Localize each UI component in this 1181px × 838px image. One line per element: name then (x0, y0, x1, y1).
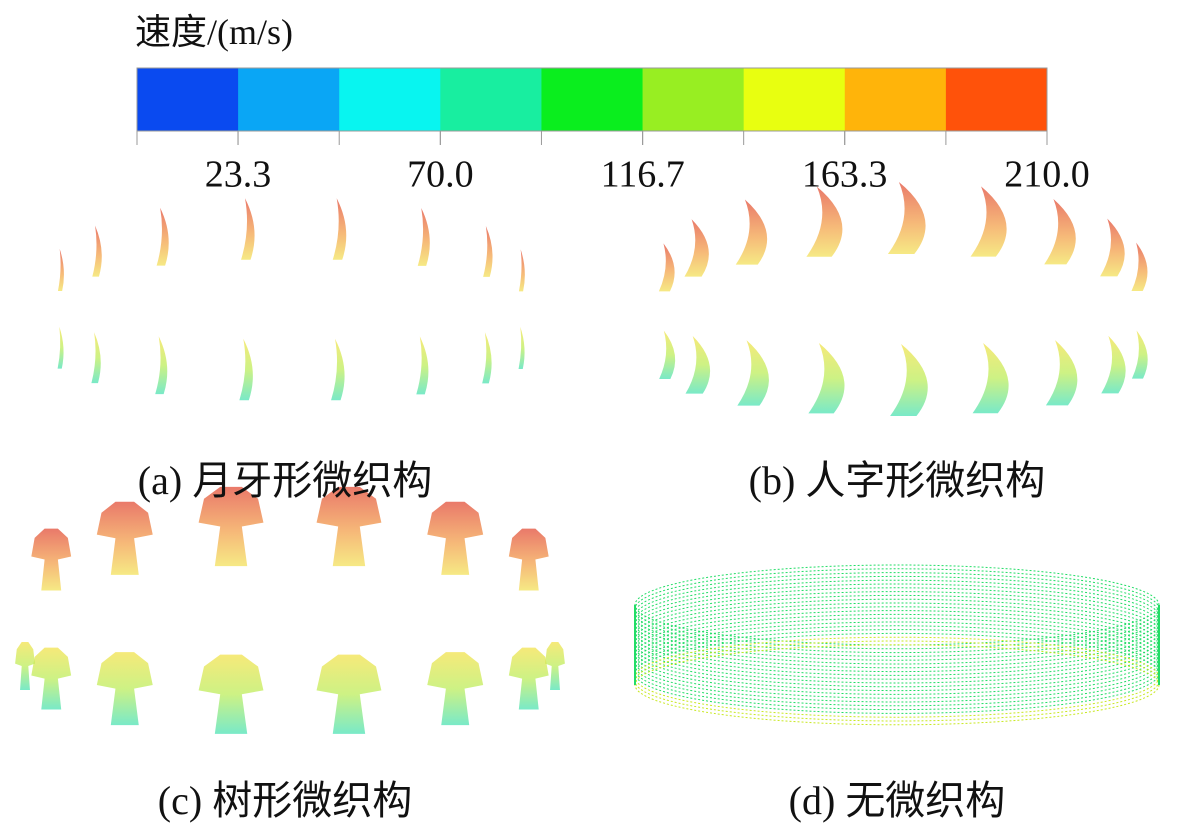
vector-blade (508, 647, 549, 710)
vector-blade (57, 326, 64, 369)
tick-label: 70.0 (407, 154, 474, 196)
mesh-ring (634, 568, 1160, 650)
colorbar: 23.3 70.0 116.7 163.3 210.0 (136, 67, 1090, 196)
vector-blade (518, 326, 525, 369)
vector-blade (483, 225, 493, 277)
vector-blade (239, 338, 253, 401)
mesh-ring (634, 636, 1160, 718)
vector-blade (545, 642, 565, 690)
vector-blade (241, 198, 255, 260)
vector-blade (96, 652, 153, 726)
vector-blade (659, 330, 676, 380)
mesh-ring (634, 621, 1160, 703)
vector-blade (806, 186, 843, 257)
vector-plots (15, 182, 1160, 734)
vector-blade (737, 340, 769, 406)
mesh-ring (634, 591, 1160, 673)
vector-blade (417, 208, 430, 266)
colorbar-frame (136, 67, 1048, 132)
vector-blade (155, 336, 168, 395)
vector-blade (1101, 335, 1126, 394)
mesh-ring (634, 583, 1160, 665)
vector-blade (890, 343, 928, 416)
vector-blade (416, 336, 429, 395)
vector-blade (92, 225, 102, 277)
vector-blade (331, 338, 345, 401)
vector-blade (31, 528, 72, 591)
vector-blade (970, 186, 1007, 257)
vector-blade (91, 332, 101, 384)
mesh-ring (634, 602, 1160, 684)
vector-blade (156, 207, 169, 266)
vector-blade (316, 654, 382, 734)
vector-blade (887, 182, 926, 255)
mesh-ring (634, 610, 1160, 692)
mesh-ring (634, 598, 1160, 680)
tick-label: 163.3 (802, 154, 888, 196)
mesh-ring (634, 640, 1160, 722)
tick-label: 116.7 (601, 154, 685, 196)
caption: (b) 人字形微织构 (749, 458, 1046, 503)
vector-blade (684, 219, 709, 277)
color-band (945, 68, 1048, 131)
vector-blade (198, 486, 264, 567)
color-band (541, 68, 644, 131)
colorbar-title: 速度/(m/s) (135, 12, 293, 52)
vector-blade (198, 654, 264, 734)
tick-label: 23.3 (205, 154, 272, 196)
color-band (238, 68, 340, 131)
color-band (743, 68, 846, 131)
mesh-ring (634, 629, 1160, 711)
tick-label: 210.0 (1004, 154, 1090, 196)
vector-blade (685, 335, 711, 394)
vector-blade (96, 501, 153, 575)
vector-blade (735, 199, 768, 265)
mesh-ring (634, 575, 1160, 657)
vector-blade (57, 248, 64, 292)
color-band (339, 68, 441, 131)
mesh-ring (634, 625, 1160, 707)
vector-blade (316, 486, 382, 567)
caption: (a) 月牙形微织构 (138, 458, 432, 503)
mesh-ring (634, 617, 1160, 699)
vector-blade (518, 249, 525, 292)
vector-blade (15, 642, 35, 690)
vector-blade (1131, 330, 1148, 379)
vector-blade (808, 343, 845, 414)
mesh-ring (634, 632, 1160, 714)
vector-blade (508, 528, 549, 591)
mesh-ring (634, 613, 1160, 695)
vector-blade (482, 332, 492, 384)
mesh-ring (634, 572, 1160, 654)
vector-blade (1045, 340, 1078, 406)
caption: (c) 树形微织构 (158, 778, 412, 823)
color-band (137, 68, 239, 131)
mesh-ring (634, 587, 1160, 669)
vector-blade (31, 647, 72, 710)
mesh-ring (634, 579, 1160, 661)
vector-blade (1044, 199, 1076, 265)
mesh-ring (634, 594, 1160, 676)
vector-blade (1100, 218, 1125, 277)
caption: (d) 无微织构 (789, 778, 1006, 823)
color-band (440, 68, 542, 131)
vector-blade (658, 243, 675, 292)
mesh-ring (634, 644, 1160, 726)
mesh-ring (634, 606, 1160, 688)
vector-blade (1131, 242, 1148, 291)
vector-blade (332, 198, 347, 260)
color-band (642, 68, 745, 131)
vector-blade (972, 342, 1009, 414)
vector-blade (427, 501, 484, 575)
vector-blade (427, 652, 484, 726)
color-band (844, 68, 947, 131)
mesh-ring (634, 564, 1160, 646)
